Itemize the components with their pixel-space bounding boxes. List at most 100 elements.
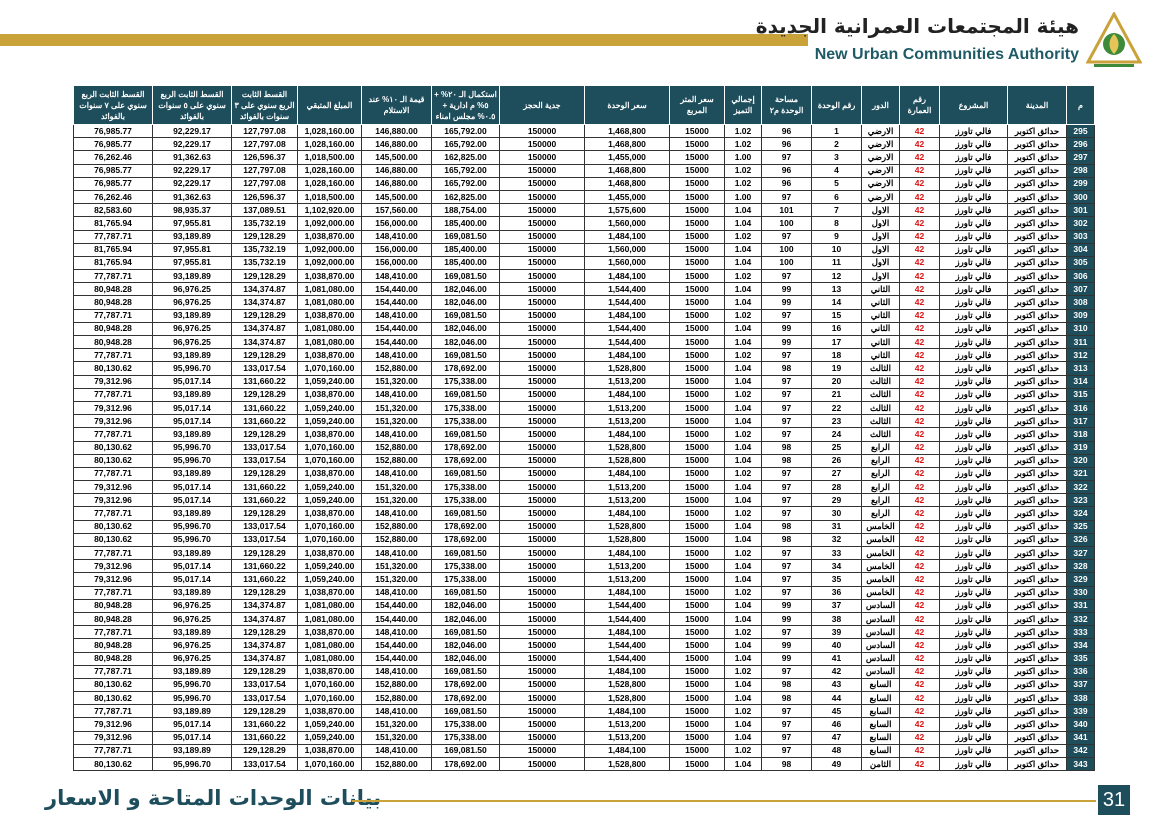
table-cell: فالي تاورز xyxy=(939,427,1008,442)
org-title-ar: هيئة المجتمعات العمرانية الجديدة xyxy=(755,14,1079,38)
table-cell: السابع xyxy=(861,730,900,745)
table-cell: 42 xyxy=(899,545,940,561)
table-cell: 1.02 xyxy=(724,427,762,442)
table-cell: 148,410.00 xyxy=(361,625,432,640)
table-cell: 1.04 xyxy=(724,400,762,416)
table-cell: فالي تاورز xyxy=(939,295,1008,310)
table-cell: 80,948.28 xyxy=(73,638,153,653)
table-cell: 156,000.00 xyxy=(361,216,432,231)
table-cell: 1,544,400 xyxy=(584,611,670,627)
table-cell: 42 xyxy=(899,255,940,271)
table-cell: 1.02 xyxy=(724,625,762,640)
table-cell: 1.02 xyxy=(724,123,762,139)
table-cell: 80,130.62 xyxy=(73,756,153,772)
table-cell: 96 xyxy=(761,123,812,139)
table-cell: 77,787.71 xyxy=(73,545,153,561)
table-cell: حدائق اكتوبر xyxy=(1007,664,1067,679)
table-cell: 1.04 xyxy=(724,453,762,468)
column-header: استكمال الـ ٢٠% + ٥% م ادارية + ٠.٥% مجل… xyxy=(431,85,500,125)
table-cell: 1,038,870.00 xyxy=(297,348,362,363)
table-cell: 175,338.00 xyxy=(431,572,500,587)
table-cell: 79,312.96 xyxy=(73,414,153,429)
table-cell: 1.02 xyxy=(724,466,762,482)
table-cell: 148,410.00 xyxy=(361,387,432,402)
table-cell: 308 xyxy=(1066,295,1095,310)
table-cell: 15000 xyxy=(669,493,725,508)
table-row: 321 حدائق اكتوبر فالي تاورز 42 الرابع 27 97 1.0… xyxy=(73,466,1095,482)
table-cell: 93,189.89 xyxy=(152,545,232,561)
table-cell: 95,996.70 xyxy=(152,532,232,548)
table-cell: السادس xyxy=(861,611,900,627)
table-cell: 150000 xyxy=(499,150,585,165)
table-cell: 1.04 xyxy=(724,598,762,613)
table-cell: 299 xyxy=(1066,176,1095,191)
table-cell: 15000 xyxy=(669,189,725,205)
table-cell: 1,544,400 xyxy=(584,638,670,653)
table-cell: 156,000.00 xyxy=(361,255,432,271)
table-cell: 1.04 xyxy=(724,334,762,350)
table-cell: 188,754.00 xyxy=(431,203,500,218)
table-cell: حدائق اكتوبر xyxy=(1007,137,1067,152)
table-cell: الاول xyxy=(861,269,900,284)
table-cell: 98 xyxy=(761,519,812,534)
table-row: 307 حدائق اكتوبر فالي تاورز 42 الثاني 13 99 1.0… xyxy=(73,282,1095,297)
table-cell: 1,528,800 xyxy=(584,519,670,534)
table-cell: 131,660.22 xyxy=(231,493,298,508)
table-cell: 182,046.00 xyxy=(431,321,500,337)
table-cell: 129,128.29 xyxy=(231,427,298,442)
table-row: 331 حدائق اكتوبر فالي تاورز 42 السادس 37 99 1.0… xyxy=(73,598,1095,613)
table-cell: 91,362.63 xyxy=(152,189,232,205)
table-row: 310 حدائق اكتوبر فالي تاورز 42 الثاني 16 99 1.0… xyxy=(73,321,1095,337)
table-cell: 1.04 xyxy=(724,651,762,666)
table-cell: حدائق اكتوبر xyxy=(1007,348,1067,363)
table-cell: 150000 xyxy=(499,691,585,706)
table-cell: 38 xyxy=(811,611,862,627)
table-cell: 150000 xyxy=(499,414,585,429)
table-row: 314 حدائق اكتوبر فالي تاورز 42 الثالث 20 97 1.0… xyxy=(73,374,1095,389)
table-cell: 42 xyxy=(899,572,940,587)
table-cell: 131,660.22 xyxy=(231,730,298,745)
table-cell: 150000 xyxy=(499,559,585,574)
table-cell: 76,985.77 xyxy=(73,176,153,191)
table-cell: 15000 xyxy=(669,123,725,139)
table-cell: 162,825.00 xyxy=(431,189,500,205)
table-cell: الثامن xyxy=(861,756,900,772)
table-cell: حدائق اكتوبر xyxy=(1007,453,1067,468)
table-cell: فالي تاورز xyxy=(939,361,1008,376)
table-row: 316 حدائق اكتوبر فالي تاورز 42 الثالث 22 97 1.0… xyxy=(73,400,1095,416)
table-cell: 15000 xyxy=(669,677,725,693)
table-cell: 42 xyxy=(899,493,940,508)
table-cell: 137,089.51 xyxy=(231,203,298,218)
table-cell: 23 xyxy=(811,414,862,429)
table-cell: 151,320.00 xyxy=(361,414,432,429)
table-cell: 325 xyxy=(1066,519,1095,534)
table-cell: 42 xyxy=(899,269,940,284)
table-cell: 18 xyxy=(811,348,862,363)
table-cell: الاول xyxy=(861,203,900,218)
table-cell: 1,528,800 xyxy=(584,453,670,468)
table-cell: 1,468,800 xyxy=(584,163,670,178)
table-cell: 15000 xyxy=(669,743,725,759)
table-cell: 5 xyxy=(811,176,862,191)
table-cell: 97 xyxy=(761,374,812,389)
table-cell: 133,017.54 xyxy=(231,361,298,376)
table-cell: 1,070,160.00 xyxy=(297,453,362,468)
table-cell: 80,948.28 xyxy=(73,321,153,337)
table-cell: 178,692.00 xyxy=(431,453,500,468)
table-cell: 97 xyxy=(761,585,812,600)
table-cell: 338 xyxy=(1066,691,1095,706)
table-cell: 145,500.00 xyxy=(361,150,432,165)
table-cell: الثاني xyxy=(861,348,900,363)
table-row: 328 حدائق اكتوبر فالي تاورز 42 الخامس 34 97 1.0… xyxy=(73,559,1095,574)
table-cell: الرابع xyxy=(861,466,900,482)
table-cell: 76,262.46 xyxy=(73,150,153,165)
table-cell: 150000 xyxy=(499,730,585,745)
table-cell: فالي تاورز xyxy=(939,255,1008,271)
table-cell: الخامس xyxy=(861,532,900,548)
table-cell: حدائق اكتوبر xyxy=(1007,189,1067,205)
table-cell: 15000 xyxy=(669,387,725,402)
table-cell: 1,028,160.00 xyxy=(297,163,362,178)
table-cell: 93,189.89 xyxy=(152,348,232,363)
table-cell: فالي تاورز xyxy=(939,717,1008,732)
table-cell: 97 xyxy=(761,559,812,574)
